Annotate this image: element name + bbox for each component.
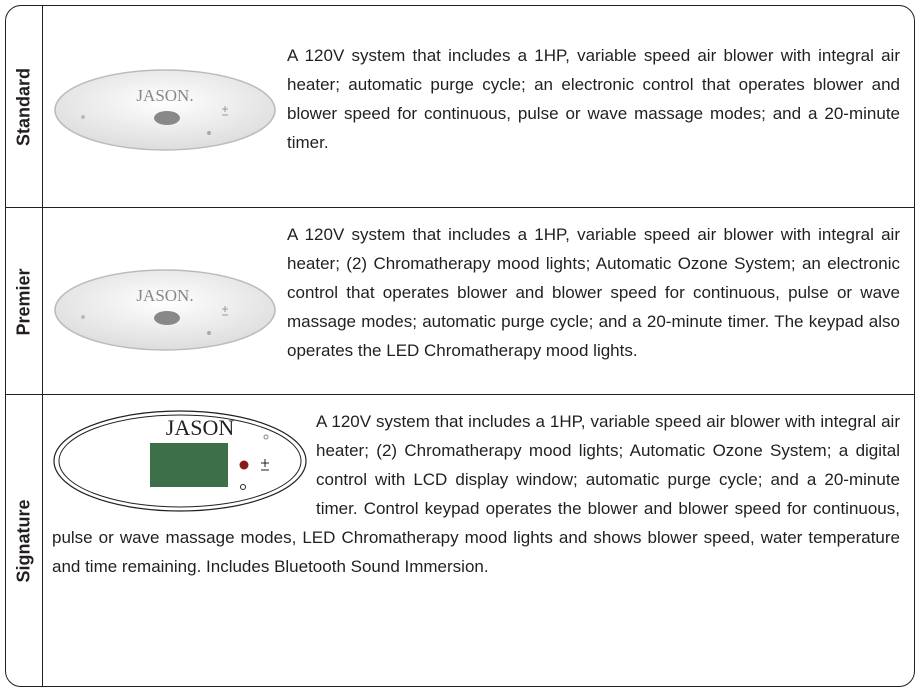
table-row: Premier JASON. A 120V system that includ…	[5, 208, 915, 395]
keypad-image: JASON	[53, 410, 307, 512]
keypad-logo: JASON.	[136, 86, 193, 105]
row-description: A 120V system that includes a 1HP, varia…	[52, 412, 900, 576]
row-description: A 120V system that includes a 1HP, varia…	[287, 225, 900, 360]
row-label: Signature	[13, 499, 33, 583]
row-divider	[5, 394, 915, 395]
row-label: Standard	[13, 67, 33, 146]
keypad-image: JASON.	[54, 269, 276, 351]
row-description-wrap: JASON A 120V system that includes a 1HP,…	[52, 407, 900, 581]
row-description: A 120V system that includes a 1HP, varia…	[287, 46, 900, 152]
keypad-logo: JASON.	[136, 286, 193, 305]
keypad-image: JASON.	[54, 69, 276, 151]
table-frame	[5, 5, 915, 687]
table-row: Standard JASON. A 120V system that inclu…	[5, 5, 915, 208]
row-label: Premier	[13, 267, 33, 336]
table-row: Signature JASON A 120V system that inclu…	[5, 395, 915, 687]
row-label-cell: Standard	[5, 5, 43, 208]
keypad-logo: JASON	[166, 415, 235, 440]
row-divider	[5, 207, 915, 208]
row-label-cell: Premier	[5, 208, 43, 395]
row-label-cell: Signature	[5, 395, 43, 687]
